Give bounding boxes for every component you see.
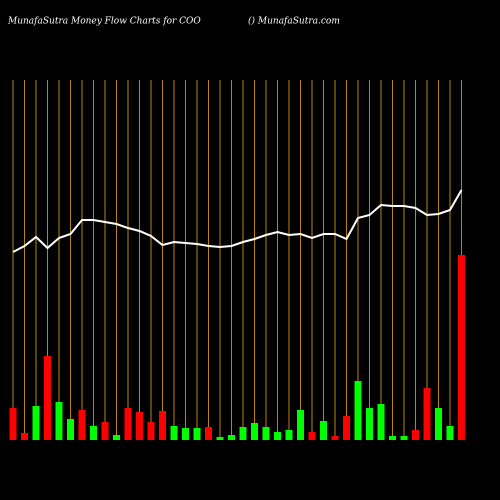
bar bbox=[205, 427, 212, 440]
chart-subtitle: () MunafaSutra.com bbox=[248, 16, 340, 27]
bar bbox=[423, 388, 431, 440]
bar bbox=[78, 410, 86, 440]
bar bbox=[308, 432, 316, 440]
bar bbox=[216, 437, 224, 440]
chart-title: MunafaSutra Money Flow Charts for COO bbox=[7, 17, 201, 27]
bar bbox=[412, 430, 419, 440]
bar bbox=[400, 436, 408, 440]
bar bbox=[366, 408, 373, 440]
bar bbox=[124, 408, 132, 440]
bar bbox=[262, 427, 270, 440]
bar bbox=[446, 426, 454, 440]
money-flow-line bbox=[12, 189, 463, 253]
bar bbox=[90, 426, 97, 440]
bar bbox=[320, 421, 327, 440]
bar bbox=[32, 406, 40, 440]
bar bbox=[389, 436, 396, 440]
bar bbox=[228, 435, 235, 440]
bar bbox=[9, 408, 17, 440]
bar bbox=[44, 356, 51, 440]
bar bbox=[136, 412, 143, 440]
bar bbox=[331, 436, 339, 440]
bar bbox=[297, 410, 304, 440]
bar bbox=[182, 428, 189, 440]
bar bbox=[55, 402, 63, 440]
bar bbox=[377, 404, 385, 440]
bar bbox=[21, 433, 28, 440]
bar bbox=[458, 255, 465, 440]
bar bbox=[239, 427, 247, 440]
bar bbox=[147, 422, 155, 440]
bar bbox=[101, 422, 109, 440]
bar bbox=[435, 408, 442, 440]
bar bbox=[285, 430, 293, 440]
bar bbox=[354, 381, 362, 440]
bar bbox=[170, 426, 178, 440]
bar bbox=[193, 428, 201, 440]
bar bbox=[67, 419, 74, 440]
bar bbox=[274, 432, 281, 440]
bar bbox=[113, 435, 120, 440]
bar bbox=[251, 423, 258, 440]
bar bbox=[159, 411, 166, 440]
bar bbox=[343, 416, 350, 440]
